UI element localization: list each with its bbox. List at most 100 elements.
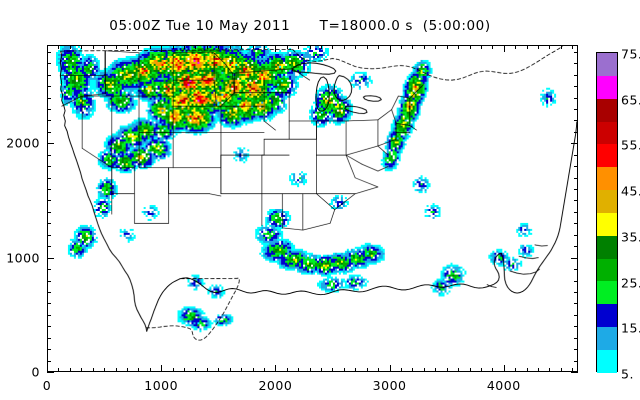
colorbar-label-55: 55. [621,137,640,153]
y-tick [47,155,51,156]
x-tick [104,368,105,372]
colorbar-swatch-6 [597,190,617,213]
x-tick-top [58,45,59,49]
x-tick-top [458,45,459,49]
y-axis-label-0: 0 [31,364,40,380]
x-tick-top [207,45,208,49]
y-tick [47,120,51,121]
colorbar-swatch-11 [597,304,617,328]
x-tick [298,368,299,372]
x-tick [253,368,254,372]
radar-reflectivity-canvas [48,46,577,371]
y-tick-right [574,269,578,270]
y-tick-right [574,349,578,350]
colorbar-label-75: 75. [621,46,640,62]
y-tick [47,189,51,190]
x-tick [207,368,208,372]
y-tick [47,315,51,316]
x-tick [241,368,242,372]
x-axis-label-3000: 3000 [372,378,407,393]
x-tick-top [184,45,185,49]
colorbar-swatch-5 [597,167,617,191]
x-tick-top [264,45,265,49]
x-tick-top [150,45,151,49]
x-tick-top [527,45,528,49]
x-tick [572,368,573,372]
y-tick-right [574,292,578,293]
y-tick-right [571,143,578,144]
y-tick-right [574,200,578,201]
x-tick-top [287,45,288,49]
x-tick-top [195,45,196,49]
x-tick [138,368,139,372]
y-tick-right [574,361,578,362]
x-tick [492,368,493,372]
x-tick [230,368,231,372]
x-tick [58,368,59,372]
y-tick-right [574,52,578,53]
y-axis-label-1000: 1000 [6,250,40,266]
y-tick-right [574,75,578,76]
x-tick-top [572,45,573,49]
x-tick-top [344,45,345,49]
y-tick-right [574,98,578,99]
y-tick [47,372,54,373]
x-tick [447,368,448,372]
x-tick [344,368,345,372]
y-tick-right [574,189,578,190]
x-tick-top [367,45,368,49]
x-tick-top [310,45,311,49]
y-tick [47,109,51,110]
y-tick [47,292,51,293]
x-tick [150,368,151,372]
y-tick [47,246,51,247]
x-tick-top [492,45,493,49]
y-tick [47,143,54,144]
y-tick-right [571,258,578,259]
x-tick [218,368,219,372]
x-tick [116,368,117,372]
x-tick-top [321,45,322,49]
x-tick [275,365,276,372]
y-tick [47,63,51,64]
y-tick-right [574,338,578,339]
colorbar [596,52,618,373]
y-tick-right [574,86,578,87]
x-tick-top [435,45,436,49]
x-tick [310,368,311,372]
colorbar-swatch-7 [597,212,617,236]
x-tick-top [538,45,539,49]
x-tick-top [241,45,242,49]
y-tick [47,98,51,99]
map-plot-area [47,45,578,372]
x-tick-top [447,45,448,49]
x-tick [401,368,402,372]
x-tick [367,368,368,372]
x-tick [81,368,82,372]
colorbar-swatch-3 [597,121,617,145]
y-tick-right [574,326,578,327]
x-tick-top [515,45,516,49]
x-tick [378,368,379,372]
x-tick [93,368,94,372]
x-tick-top [218,45,219,49]
x-tick [287,368,288,372]
colorbar-swatch-13 [597,349,617,373]
y-tick [47,178,51,179]
colorbar-swatch-8 [597,235,617,259]
colorbar-swatch-0 [597,53,617,76]
x-tick-top [549,45,550,49]
colorbar-label-5: 5. [621,366,634,382]
y-tick [47,269,51,270]
x-tick-top [275,45,276,52]
x-tick-top [504,45,505,52]
x-tick-top [70,45,71,49]
y-tick-right [574,235,578,236]
y-tick-right [574,281,578,282]
colorbar-swatch-10 [597,281,617,305]
x-tick [549,368,550,372]
colorbar-label-25: 25. [621,275,640,291]
y-tick [47,338,51,339]
y-tick-right [574,132,578,133]
